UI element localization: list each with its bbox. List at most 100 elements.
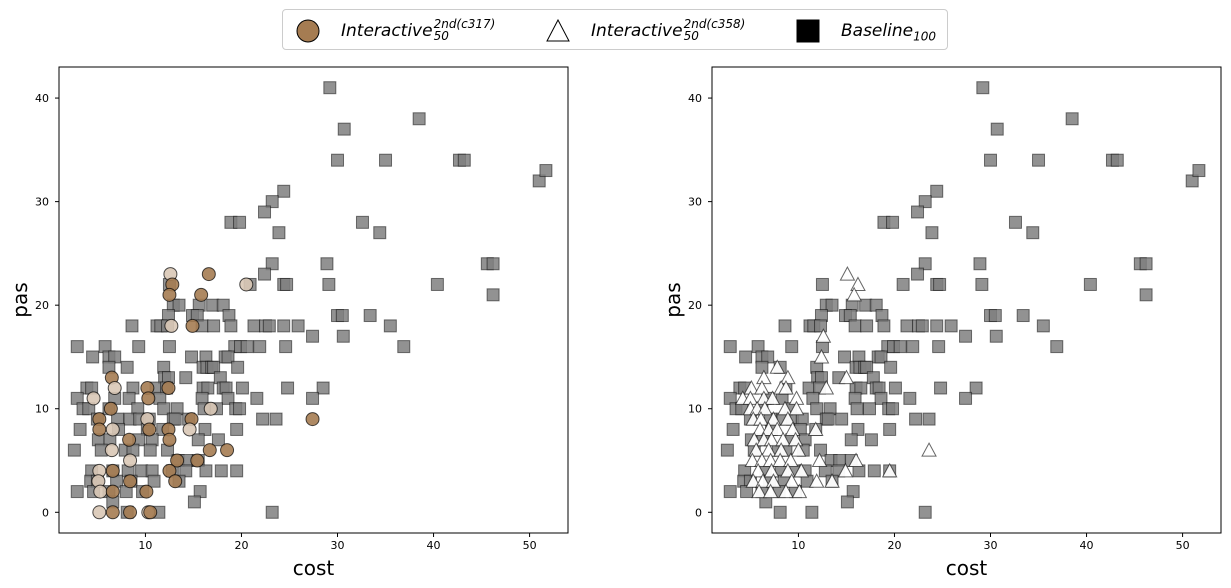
- interactive-c358-triangle-point: [762, 483, 779, 499]
- baseline-square-point: [179, 464, 193, 478]
- baseline-square-point: [231, 360, 245, 374]
- interactive-c317-circle-point: [107, 381, 122, 396]
- y-tick-label: 30: [688, 196, 702, 209]
- x-tick-label: 50: [1176, 539, 1190, 552]
- baseline-square-point: [959, 391, 973, 405]
- interactive-c358-triangle-point: [748, 442, 765, 457]
- baseline-square-point: [835, 412, 849, 426]
- interactive-c358-triangle-point: [783, 473, 800, 488]
- legend: Interactive 2nd(c317) 50 Interactive 2nd(c3…: [282, 9, 948, 50]
- baseline-square-point: [785, 340, 799, 354]
- baseline-square-point: [874, 350, 888, 364]
- baseline-square-point: [70, 485, 84, 499]
- baseline-square-point: [247, 319, 261, 333]
- left-axis-ticks: 10 20 30 40 50 0 10 20 30 40: [35, 92, 537, 552]
- interactive-c317-circle-point: [105, 463, 120, 478]
- interactive-c317-circle-point: [92, 505, 107, 520]
- baseline-square-point: [903, 391, 917, 405]
- interactive-c317-circle-point: [194, 287, 209, 302]
- baseline-square-point: [279, 340, 293, 354]
- baseline-square-point: [86, 350, 100, 364]
- interactive-c358-triangle-point: [778, 379, 794, 395]
- interactive-c317-circle-point: [220, 443, 235, 458]
- interactive-c317-circle-point: [141, 391, 156, 406]
- legend-triangle-marker: [546, 18, 570, 41]
- x-tick-label: 20: [234, 539, 248, 552]
- interactive-c358-triangle-point: [772, 452, 789, 468]
- baseline-square-point: [988, 309, 1002, 323]
- interactive-c358-triangle-point: [838, 369, 855, 385]
- baseline-square-point: [911, 205, 925, 219]
- interactive-c317-circle-point: [105, 505, 120, 520]
- interactive-c358-triangle-point: [848, 452, 864, 468]
- interactive-c317-circle-point: [143, 505, 158, 520]
- interactive-c358-triangle-point: [824, 473, 840, 488]
- baseline-square-point: [860, 360, 874, 374]
- baseline-square-point: [990, 122, 1004, 136]
- baseline-square-point: [258, 205, 272, 219]
- baseline-square-point: [848, 319, 862, 333]
- baseline-square-point: [930, 319, 944, 333]
- interactive-c358-triangle-point: [846, 286, 862, 302]
- x-tick-label: 30: [331, 539, 345, 552]
- x-tick-label: 10: [791, 539, 805, 552]
- legend-label-scripts: 2nd(c358) 50: [684, 18, 746, 42]
- interactive-c358-triangle-point: [769, 359, 786, 374]
- baseline-square-point: [120, 360, 134, 374]
- baseline-square-point: [73, 422, 87, 436]
- baseline-square-point: [179, 371, 193, 385]
- baseline-square-point: [840, 495, 854, 509]
- baseline-square-point: [773, 505, 787, 519]
- baseline-square-point: [959, 329, 973, 343]
- baseline-square-point: [224, 319, 238, 333]
- interactive-c358-triangle-point: [791, 483, 808, 499]
- baseline-square-point: [214, 464, 228, 478]
- baseline-square-point: [739, 350, 753, 364]
- baseline-square-point: [915, 319, 929, 333]
- baseline-square-point: [281, 381, 295, 395]
- baseline-square-point: [373, 226, 387, 240]
- interactive-c358-triangle-point: [780, 462, 796, 478]
- interactive-c317-circle-point: [201, 267, 216, 282]
- baseline-square-point: [810, 402, 824, 416]
- legend-item-interactive-c358: Interactive 2nd(c358) 50: [545, 10, 745, 51]
- y-tick-label: 20: [688, 299, 702, 312]
- baseline-square-point: [740, 485, 754, 499]
- interactive-c358-triangle-point: [756, 400, 773, 416]
- baseline-square-point: [851, 422, 865, 436]
- legend-label-baseline: Baseline100: [841, 21, 936, 42]
- baseline-square-point: [976, 81, 990, 95]
- interactive-c358-triangle-point: [839, 266, 856, 281]
- baseline-square-point: [989, 329, 1003, 343]
- interactive-c358-triangle-point: [764, 390, 781, 405]
- baseline-square-point: [1008, 215, 1022, 229]
- interactive-c358-triangle-point: [778, 483, 794, 499]
- baseline-square-point: [172, 298, 186, 312]
- baseline-square-point: [539, 164, 553, 178]
- interactive-c317-circle-point: [123, 453, 138, 468]
- baseline-square-point: [1065, 112, 1079, 126]
- baseline-square-point: [1139, 257, 1153, 271]
- interactive-c358-triangle-point: [787, 431, 804, 447]
- interactive-c317-circle-point: [168, 474, 183, 489]
- baseline-square-point: [337, 122, 351, 136]
- interactive-c317-circle-point: [164, 318, 179, 333]
- interactive-c358-triangle-point: [850, 276, 866, 291]
- baseline-square-point: [844, 433, 858, 447]
- interactive-c358-triangle-point: [751, 483, 767, 499]
- legend-label-superscript: 2nd(c317): [433, 16, 496, 31]
- baseline-square-point: [323, 81, 337, 95]
- interactive-c317-circle-point: [103, 401, 118, 416]
- baseline-square-point: [864, 433, 878, 447]
- baseline-square-point: [277, 184, 291, 198]
- baseline-square-point: [969, 381, 983, 395]
- right-plot-marks: [720, 81, 1206, 519]
- interactive-c317-circle-point: [86, 391, 101, 406]
- baseline-square-point: [867, 464, 881, 478]
- interactive-c317-circle-point: [170, 453, 185, 468]
- interactive-c358-triangle-point: [782, 452, 799, 468]
- baseline-square-point: [211, 433, 225, 447]
- x-tick-label: 20: [887, 539, 901, 552]
- interactive-c317-circle-point: [203, 401, 218, 416]
